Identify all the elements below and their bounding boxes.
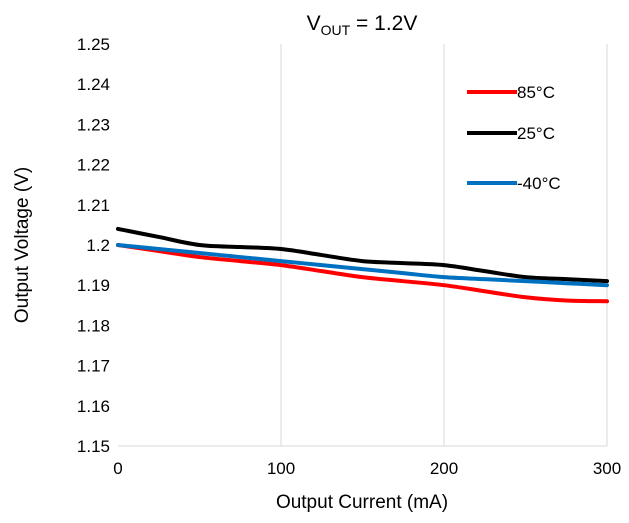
y-axis-ticks: 1.15 1.16 1.17 1.18 1.19 1.2 1.21 1.22 1.23 1.24 1… (77, 35, 110, 456)
series-line-0 (116, 243, 609, 304)
y-tick-label: 1.18 (77, 316, 110, 335)
y-tick-label: 1.16 (77, 397, 110, 416)
legend-label: 85°C (517, 83, 555, 102)
y-tick-label: 1.24 (77, 75, 110, 94)
plot-area: 1.15 1.16 1.17 1.18 1.19 1.2 1.21 1.22 1.23 1.24 1… (77, 35, 621, 478)
x-tick-label: 200 (430, 459, 458, 478)
x-tick-label: 0 (113, 459, 122, 478)
y-tick-label: 1.2 (86, 236, 110, 255)
y-tick-label: 1.22 (77, 156, 110, 175)
gridlines (280, 44, 608, 446)
y-axis-title: Output Voltage (V) (12, 167, 33, 323)
x-tick-label: 100 (267, 459, 295, 478)
y-tick-label: 1.19 (77, 276, 110, 295)
y-tick-label: 1.15 (77, 437, 110, 456)
y-tick-label: 1.23 (77, 115, 110, 134)
x-axis-title: Output Current (mA) (276, 492, 448, 513)
chart-title-subscript: OUT (321, 22, 351, 38)
legend: 85°C 25°C -40°C (467, 83, 561, 193)
series-line-2 (116, 243, 609, 288)
y-tick-label: 1.17 (77, 357, 110, 376)
chart-title-main: V (307, 12, 321, 35)
y-tick-label: 1.25 (77, 35, 110, 54)
legend-label: 25°C (517, 124, 555, 143)
legend-label: -40°C (517, 174, 561, 193)
series-lines (116, 226, 609, 304)
x-axis-ticks: 0 100 200 300 (113, 459, 621, 478)
y-tick-label: 1.21 (77, 196, 110, 215)
x-tick-label: 300 (593, 459, 621, 478)
chart-title-rest: = 1.2V (350, 12, 417, 35)
series-line-1 (116, 226, 609, 284)
chart-title: VOUT = 1.2V (307, 12, 418, 38)
